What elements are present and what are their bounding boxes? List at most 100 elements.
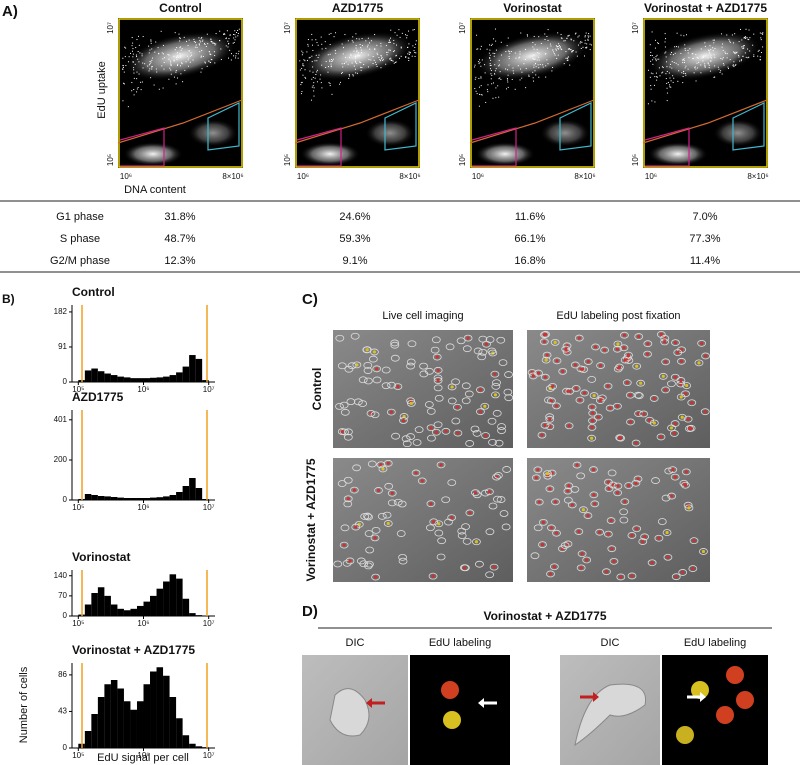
cell-texture [461, 397, 471, 405]
cell-texture [622, 379, 632, 387]
scatter-texture [658, 58, 660, 60]
scatter-texture [414, 55, 416, 57]
scatter-texture [413, 29, 415, 31]
scatter-texture [215, 33, 217, 35]
nucleus-texture [700, 341, 704, 345]
scatter-texture [735, 64, 737, 66]
scatter-texture [395, 54, 397, 56]
scatter-texture [133, 69, 135, 71]
scatter-texture [704, 65, 706, 67]
scatter-texture [507, 79, 509, 81]
nucleus-texture [650, 561, 654, 565]
nucleus-texture [487, 490, 491, 494]
scatter-texture [555, 45, 557, 47]
bar [117, 608, 124, 616]
scatter-texture [219, 39, 221, 41]
scatter-texture [356, 49, 358, 51]
y-tick-label: 70 [58, 591, 67, 600]
scatter-texture [169, 67, 171, 69]
scatter-texture [162, 87, 164, 89]
scatter-texture [204, 44, 206, 46]
row-label: G2/M phase [50, 255, 110, 267]
scatter-texture [672, 75, 674, 77]
scatter-texture [155, 41, 157, 43]
nucleus-texture [623, 500, 627, 504]
cell-texture [496, 496, 506, 503]
scatter-texture [385, 45, 387, 47]
scatter-texture [654, 76, 656, 78]
scatter-texture [231, 53, 233, 55]
scatter-texture [186, 55, 188, 57]
scatter-texture [726, 53, 728, 55]
scatter-texture [161, 65, 163, 67]
cell-texture [547, 524, 556, 532]
scatter-texture [162, 53, 164, 55]
scatter-texture [571, 51, 573, 53]
scatter-texture [561, 48, 563, 50]
scatter-texture [209, 62, 211, 64]
cell-texture [682, 382, 692, 389]
scatter-texture [124, 56, 126, 58]
nucleus-texture [401, 418, 406, 423]
scatter-texture [341, 72, 343, 74]
cell-texture [457, 532, 467, 540]
cell-texture [662, 529, 672, 536]
scatter-texture [738, 54, 740, 56]
nucleus-texture [690, 401, 694, 405]
scatter-texture [176, 52, 178, 54]
scatter-texture [161, 52, 163, 54]
cell-texture [407, 340, 417, 348]
cell-texture [679, 479, 689, 487]
scatter-texture [489, 63, 491, 65]
nucleus-texture [615, 404, 620, 408]
scatter-texture [669, 77, 671, 79]
nucleus-texture [628, 420, 633, 424]
scatter-texture [374, 34, 376, 36]
scatter-texture [681, 59, 683, 61]
cell-texture [588, 409, 598, 417]
scatter-texture [187, 65, 189, 67]
cell-texture [577, 550, 587, 558]
scatter-texture [141, 55, 143, 57]
scatter-texture [229, 49, 231, 51]
scatter-texture [358, 55, 360, 57]
scatter-texture [662, 71, 664, 73]
scatter-texture [586, 47, 588, 49]
cell-texture [387, 499, 397, 507]
scatter-texture [697, 57, 699, 59]
nucleus-texture [592, 493, 596, 497]
scatter-texture [156, 71, 158, 73]
nucleus-texture [352, 488, 356, 492]
cell-texture [540, 373, 550, 381]
nucleus-texture [543, 423, 547, 427]
nucleus-texture [679, 378, 683, 383]
cell-texture [543, 470, 552, 478]
cell-texture [572, 461, 582, 469]
bar [117, 376, 124, 382]
scatter-texture [374, 48, 376, 50]
scatter-texture [696, 62, 698, 64]
scatter-texture [707, 57, 709, 59]
cell-texture [548, 383, 558, 390]
scatter-texture [499, 77, 501, 79]
scatter-texture [554, 54, 556, 56]
scatter-texture [668, 72, 670, 74]
nucleus-texture [593, 502, 597, 506]
scatter-texture [198, 37, 200, 39]
scatter-texture [300, 93, 302, 95]
scatter-texture [733, 52, 735, 54]
column-label: DIC [601, 637, 620, 649]
scatter-texture [491, 83, 493, 85]
scatter-texture [701, 57, 703, 59]
scatter-texture [367, 44, 369, 46]
scatter-texture [151, 59, 153, 61]
scatter-texture [666, 100, 668, 102]
nucleus-texture [568, 389, 572, 393]
scatter-texture [408, 57, 410, 59]
scatter-texture [170, 65, 172, 67]
cell-texture [492, 409, 502, 417]
scatter-texture [476, 34, 478, 36]
scatter-texture [762, 46, 764, 48]
bar [104, 496, 111, 500]
scatter-texture [236, 31, 238, 33]
